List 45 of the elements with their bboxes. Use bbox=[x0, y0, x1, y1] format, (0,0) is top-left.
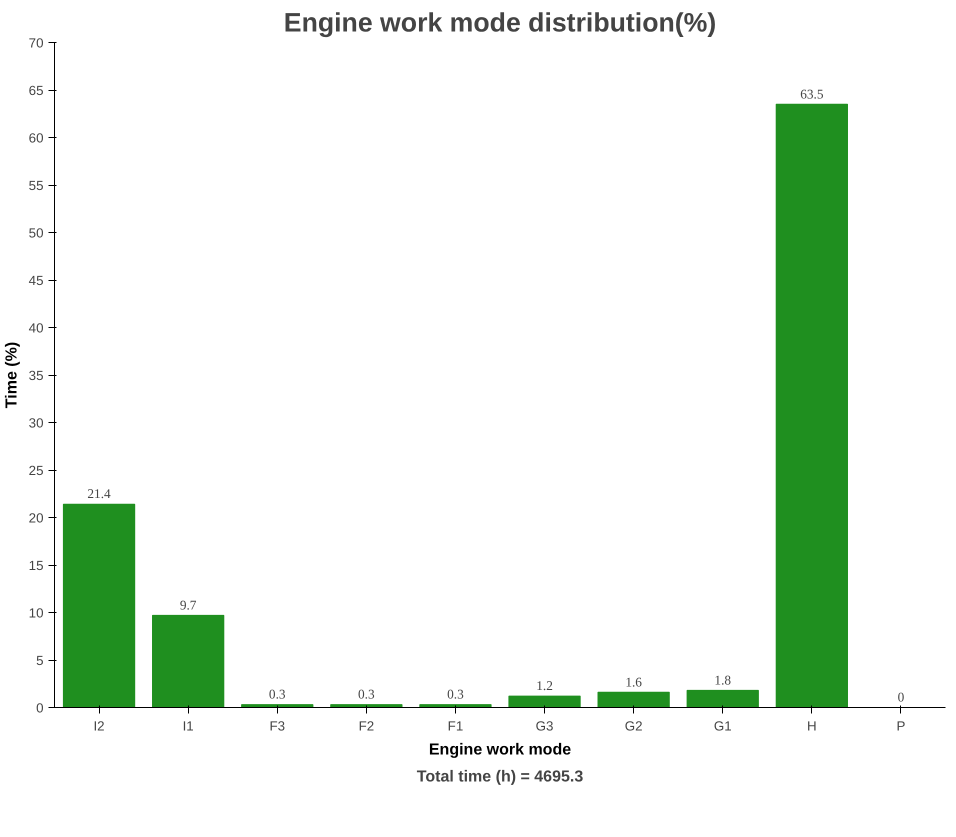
y-tick-label: 55 bbox=[28, 178, 44, 193]
bar bbox=[62, 504, 136, 708]
chart-title: Engine work mode distribution(%) bbox=[284, 8, 716, 38]
x-tick-label: F2 bbox=[358, 718, 374, 734]
y-tick-label: 40 bbox=[28, 320, 44, 336]
x-tick-label: G2 bbox=[624, 718, 643, 734]
y-tick-label: 50 bbox=[28, 226, 44, 240]
text: Total time (h) = 4695.3 bbox=[416, 768, 584, 786]
bar bbox=[598, 692, 670, 708]
y-tick-label: 20 bbox=[28, 510, 44, 526]
y-tick-label: 15 bbox=[28, 558, 44, 573]
x-axis-title: Engine work mode bbox=[428, 742, 572, 758]
y-tick-label: 70 bbox=[28, 36, 44, 50]
y-tick-label: 45 bbox=[28, 273, 44, 288]
y-tick-label: 10 bbox=[28, 606, 44, 620]
x-tick-label: F1 bbox=[448, 718, 464, 734]
bar bbox=[152, 614, 224, 708]
x-tick-label: F3 bbox=[269, 718, 286, 734]
data-label: 0 bbox=[898, 690, 905, 704]
data-label: 1.2 bbox=[536, 678, 553, 694]
data-label: 1.6 bbox=[625, 674, 642, 690]
data-label: 0.3 bbox=[447, 686, 464, 702]
bar bbox=[776, 104, 848, 708]
y-tick-label: 25 bbox=[28, 463, 44, 478]
data-label: 0.3 bbox=[268, 686, 286, 702]
y-tick-label: 60 bbox=[28, 130, 44, 146]
data-label: 63.5 bbox=[800, 86, 824, 102]
x-tick-label: I2 bbox=[93, 718, 105, 734]
y-tick-label: 0 bbox=[36, 700, 44, 716]
x-tick-label: H bbox=[807, 718, 817, 734]
x-tick-label: G3 bbox=[536, 718, 554, 734]
data-label: 21.4 bbox=[87, 486, 112, 502]
data-label: 1.8 bbox=[714, 672, 732, 688]
y-tick-label: 35 bbox=[28, 368, 44, 383]
x-tick-label: I1 bbox=[182, 718, 194, 734]
y-axis-title: Time (%) bbox=[4, 342, 21, 408]
data-label: 0.3 bbox=[358, 686, 376, 702]
bar bbox=[508, 696, 581, 708]
bar bbox=[686, 690, 759, 708]
y-tick-label: 65 bbox=[28, 83, 44, 98]
y-tick-label: 30 bbox=[28, 416, 44, 430]
y-tick-label: 5 bbox=[36, 653, 44, 668]
data-label: 9.7 bbox=[180, 597, 197, 612]
x-tick-label: G1 bbox=[714, 718, 732, 734]
x-tick-label: P bbox=[896, 718, 906, 734]
